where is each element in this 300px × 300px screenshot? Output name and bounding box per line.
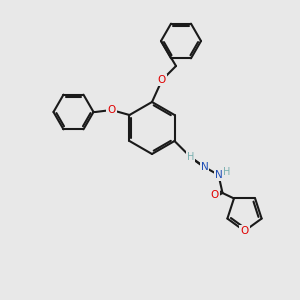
Text: N: N <box>214 170 222 180</box>
Text: H: H <box>223 167 230 177</box>
Text: N: N <box>201 162 208 172</box>
Text: O: O <box>210 190 219 200</box>
Text: H: H <box>187 152 194 162</box>
Text: O: O <box>158 75 166 85</box>
Text: O: O <box>240 226 249 236</box>
Text: O: O <box>107 105 116 115</box>
